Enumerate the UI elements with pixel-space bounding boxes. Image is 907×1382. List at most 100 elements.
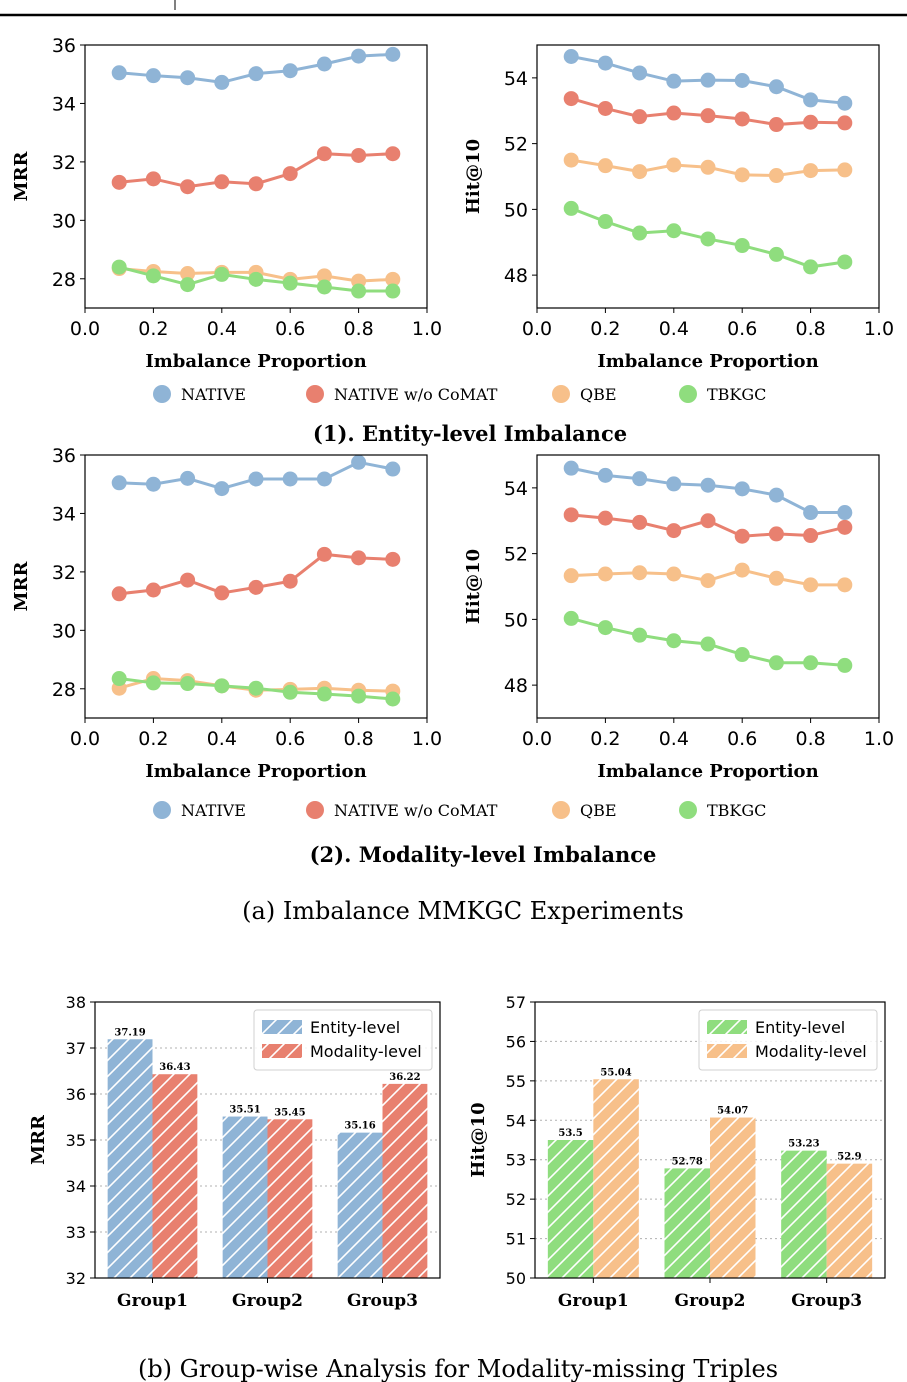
y-tick-label: 48 bbox=[504, 265, 528, 287]
y-tick-label: 36 bbox=[66, 1085, 86, 1104]
bar-value-label: 35.16 bbox=[344, 1121, 375, 1132]
y-tick-label: 32 bbox=[52, 152, 76, 174]
legend-label-native: NATIVE bbox=[181, 801, 246, 820]
y-tick-label: 50 bbox=[504, 609, 528, 631]
modality-mrr-chart: 0.0 0.2 0.4 0.6 0.8 1.0 28 30 32 34 36 Imbalance Pr… bbox=[11, 445, 442, 782]
point-native-w-o-comat bbox=[351, 147, 367, 163]
y-axis-label: Hit@10 bbox=[468, 1102, 489, 1177]
point-tbkgc bbox=[768, 655, 784, 671]
plot-frame bbox=[536, 454, 880, 719]
y-axis-label: MRR bbox=[11, 151, 32, 202]
point-native-w-o-comat bbox=[700, 108, 716, 124]
bar-entity-level-group2 bbox=[664, 1168, 710, 1278]
point-native-w-o-comat bbox=[385, 551, 401, 567]
point-tbkgc bbox=[597, 214, 613, 230]
y-tick-label: 50 bbox=[506, 1269, 526, 1288]
point-tbkgc bbox=[837, 657, 853, 673]
point-native-w-o-comat bbox=[111, 174, 127, 190]
point-native bbox=[768, 487, 784, 503]
point-native bbox=[180, 470, 196, 486]
x-tick-label: 0.6 bbox=[727, 728, 757, 750]
legend-marker-native bbox=[153, 385, 171, 403]
bar-value-label: 52.78 bbox=[672, 1156, 703, 1167]
x-tick-label: Group3 bbox=[347, 1291, 418, 1311]
point-native-w-o-comat bbox=[666, 523, 682, 539]
bar-legend: Entity-level Modality-level bbox=[253, 1009, 433, 1071]
bar-entity-level-group3 bbox=[337, 1132, 383, 1278]
plot-frame bbox=[94, 1001, 441, 1279]
bar-entity-level-group1 bbox=[107, 1039, 153, 1278]
legend-entity: NATIVE NATIVE w/o CoMAT QBE TBKGC bbox=[153, 385, 766, 404]
y-tick-label: 32 bbox=[66, 1269, 86, 1288]
entity-mrr-chart: 0.0 0.2 0.4 0.6 0.8 1.0 28 30 32 34 36 Imbalance Pr… bbox=[11, 35, 442, 372]
y-tick-label: 33 bbox=[66, 1223, 86, 1242]
x-axis-label: Imbalance Proportion bbox=[145, 351, 366, 372]
y-axis-label: Hit@10 bbox=[463, 549, 484, 624]
point-qbe bbox=[563, 152, 579, 168]
point-native-w-o-comat bbox=[837, 519, 853, 535]
point-tbkgc bbox=[597, 620, 613, 636]
bar-entity-level-group3 bbox=[781, 1150, 827, 1278]
point-tbkgc bbox=[180, 277, 196, 293]
bar-modality-level-group3 bbox=[826, 1163, 873, 1278]
x-tick-label: 0.2 bbox=[590, 728, 620, 750]
bar-modality-level-group1 bbox=[152, 1074, 198, 1278]
point-tbkgc bbox=[145, 675, 161, 691]
point-tbkgc bbox=[734, 647, 750, 663]
x-axis-label: Imbalance Proportion bbox=[597, 761, 818, 782]
y-tick-label: 52 bbox=[504, 134, 528, 156]
legend-label-entity-level: Entity-level bbox=[755, 1018, 845, 1037]
y-tick-label: 54 bbox=[504, 68, 528, 90]
point-qbe bbox=[768, 168, 784, 184]
point-native bbox=[248, 471, 264, 487]
point-native bbox=[316, 471, 332, 487]
point-native bbox=[700, 72, 716, 88]
bar-value-label: 37.19 bbox=[114, 1027, 145, 1038]
x-tick-label: 1.0 bbox=[864, 318, 894, 340]
legend-marker-tbkgc bbox=[679, 801, 697, 819]
point-native-w-o-comat bbox=[385, 146, 401, 162]
point-tbkgc bbox=[632, 627, 648, 643]
x-tick-label: 0.6 bbox=[727, 318, 757, 340]
legend-label-qbe: QBE bbox=[580, 385, 617, 404]
y-tick-label: 30 bbox=[52, 210, 76, 232]
point-tbkgc bbox=[768, 246, 784, 262]
point-native-w-o-comat bbox=[563, 91, 579, 107]
y-tick-label: 50 bbox=[504, 199, 528, 221]
point-native-w-o-comat bbox=[768, 526, 784, 542]
point-tbkgc bbox=[563, 610, 579, 626]
caption-a: (a) Imbalance MMKGC Experiments bbox=[242, 897, 684, 925]
x-tick-label: 0.4 bbox=[207, 728, 237, 750]
point-native bbox=[385, 461, 401, 477]
y-axis-label: Hit@10 bbox=[463, 139, 484, 214]
point-native bbox=[351, 454, 367, 470]
x-tick-label: 1.0 bbox=[412, 318, 442, 340]
point-qbe bbox=[700, 159, 716, 175]
y-tick-label: 56 bbox=[506, 1032, 526, 1051]
point-tbkgc bbox=[700, 636, 716, 652]
point-native bbox=[632, 471, 648, 487]
point-native bbox=[734, 73, 750, 89]
y-tick-label: 28 bbox=[52, 269, 76, 291]
point-native-w-o-comat bbox=[180, 572, 196, 588]
point-qbe bbox=[597, 566, 613, 582]
legend-marker-qbe bbox=[552, 385, 570, 403]
x-tick-label: Group2 bbox=[232, 1291, 303, 1311]
point-native-w-o-comat bbox=[180, 179, 196, 195]
legend-label-modality-level: Modality-level bbox=[310, 1042, 422, 1061]
legend-marker-native bbox=[153, 801, 171, 819]
x-tick-label: 0.6 bbox=[275, 728, 305, 750]
point-native bbox=[734, 481, 750, 497]
point-native bbox=[803, 505, 819, 521]
bar-value-label: 35.51 bbox=[229, 1105, 260, 1116]
point-native bbox=[282, 63, 298, 79]
bar-modality-level-group1 bbox=[593, 1079, 639, 1278]
point-native-w-o-comat bbox=[316, 546, 332, 562]
point-native bbox=[632, 65, 648, 81]
point-qbe bbox=[803, 163, 819, 179]
y-tick-label: 57 bbox=[506, 993, 526, 1012]
legend-label-entity-level: Entity-level bbox=[310, 1018, 400, 1037]
point-native bbox=[666, 476, 682, 492]
bar-value-label: 36.22 bbox=[389, 1072, 420, 1083]
